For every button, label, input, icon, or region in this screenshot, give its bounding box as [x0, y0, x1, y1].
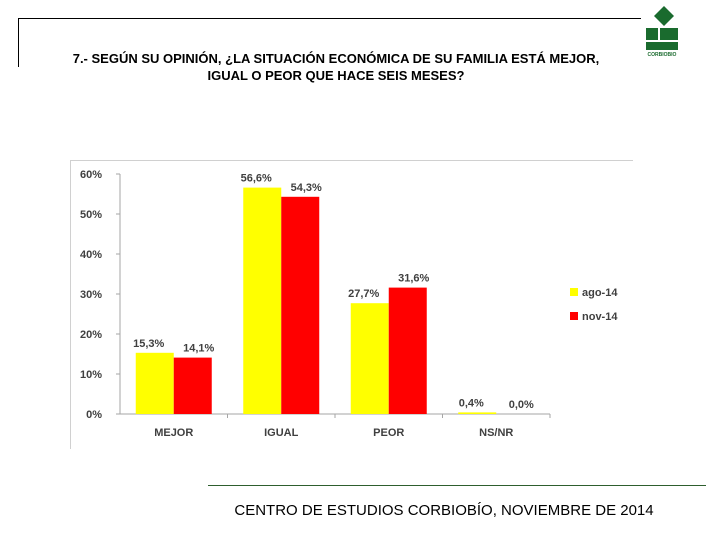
- logo-text: CORBIOBIO: [647, 52, 677, 58]
- y-tick-label: 40%: [80, 249, 102, 261]
- y-tick-label: 20%: [80, 329, 102, 341]
- x-tick-label: PEOR: [373, 427, 404, 439]
- chart-frame: [70, 160, 633, 449]
- y-tick-label: 0%: [86, 409, 102, 421]
- x-tick-label: IGUAL: [264, 427, 299, 439]
- page-title: 7.- SEGÚN SU OPINIÓN, ¿LA SITUACIÓN ECON…: [40, 50, 632, 84]
- bar-nov-14: [173, 357, 212, 414]
- y-tick-label: 60%: [80, 169, 102, 181]
- title-line-2: IGUAL O PEOR QUE HACE SEIS MESES?: [207, 68, 465, 83]
- legend-swatch-nov-14: [570, 312, 578, 320]
- data-label: 27,7%: [348, 288, 379, 300]
- bar-ago-14: [135, 352, 174, 414]
- bar-nov-14: [281, 196, 320, 414]
- y-tick-label: 10%: [80, 369, 102, 381]
- x-tick-label: MEJOR: [154, 427, 193, 439]
- data-label: 14,1%: [183, 343, 214, 355]
- data-label: 56,6%: [241, 173, 272, 185]
- bar-nov-14: [388, 287, 427, 414]
- x-tick-label: NS/NR: [479, 427, 513, 439]
- legend-swatch-ago-14: [570, 288, 578, 296]
- bar-ago-14: [350, 303, 389, 414]
- title-line-1: 7.- SEGÚN SU OPINIÓN, ¿LA SITUACIÓN ECON…: [72, 51, 600, 66]
- bar-ago-14: [243, 187, 282, 414]
- y-tick-label: 30%: [80, 289, 102, 301]
- corbiobio-logo-icon: [646, 6, 678, 50]
- data-label: 31,6%: [398, 273, 429, 285]
- bar-ago-14: [458, 412, 497, 414]
- data-label: 0,0%: [509, 399, 534, 411]
- data-label: 15,3%: [133, 338, 164, 350]
- bar-chart: 0% 10% 20% 30% 40% 50% 60% 15,3% 14,1% MEJOR 56,6%…: [80, 169, 618, 439]
- legend-label: ago-14: [582, 287, 618, 299]
- data-label: 0,4%: [459, 397, 484, 409]
- header-frame: [18, 18, 641, 67]
- data-label: 54,3%: [291, 182, 322, 194]
- y-tick-label: 50%: [80, 209, 102, 221]
- legend-label: nov-14: [582, 311, 618, 323]
- footer-divider: [208, 485, 706, 486]
- footer-text: CENTRO DE ESTUDIOS CORBIOBÍO, NOVIEMBRE …: [234, 502, 654, 519]
